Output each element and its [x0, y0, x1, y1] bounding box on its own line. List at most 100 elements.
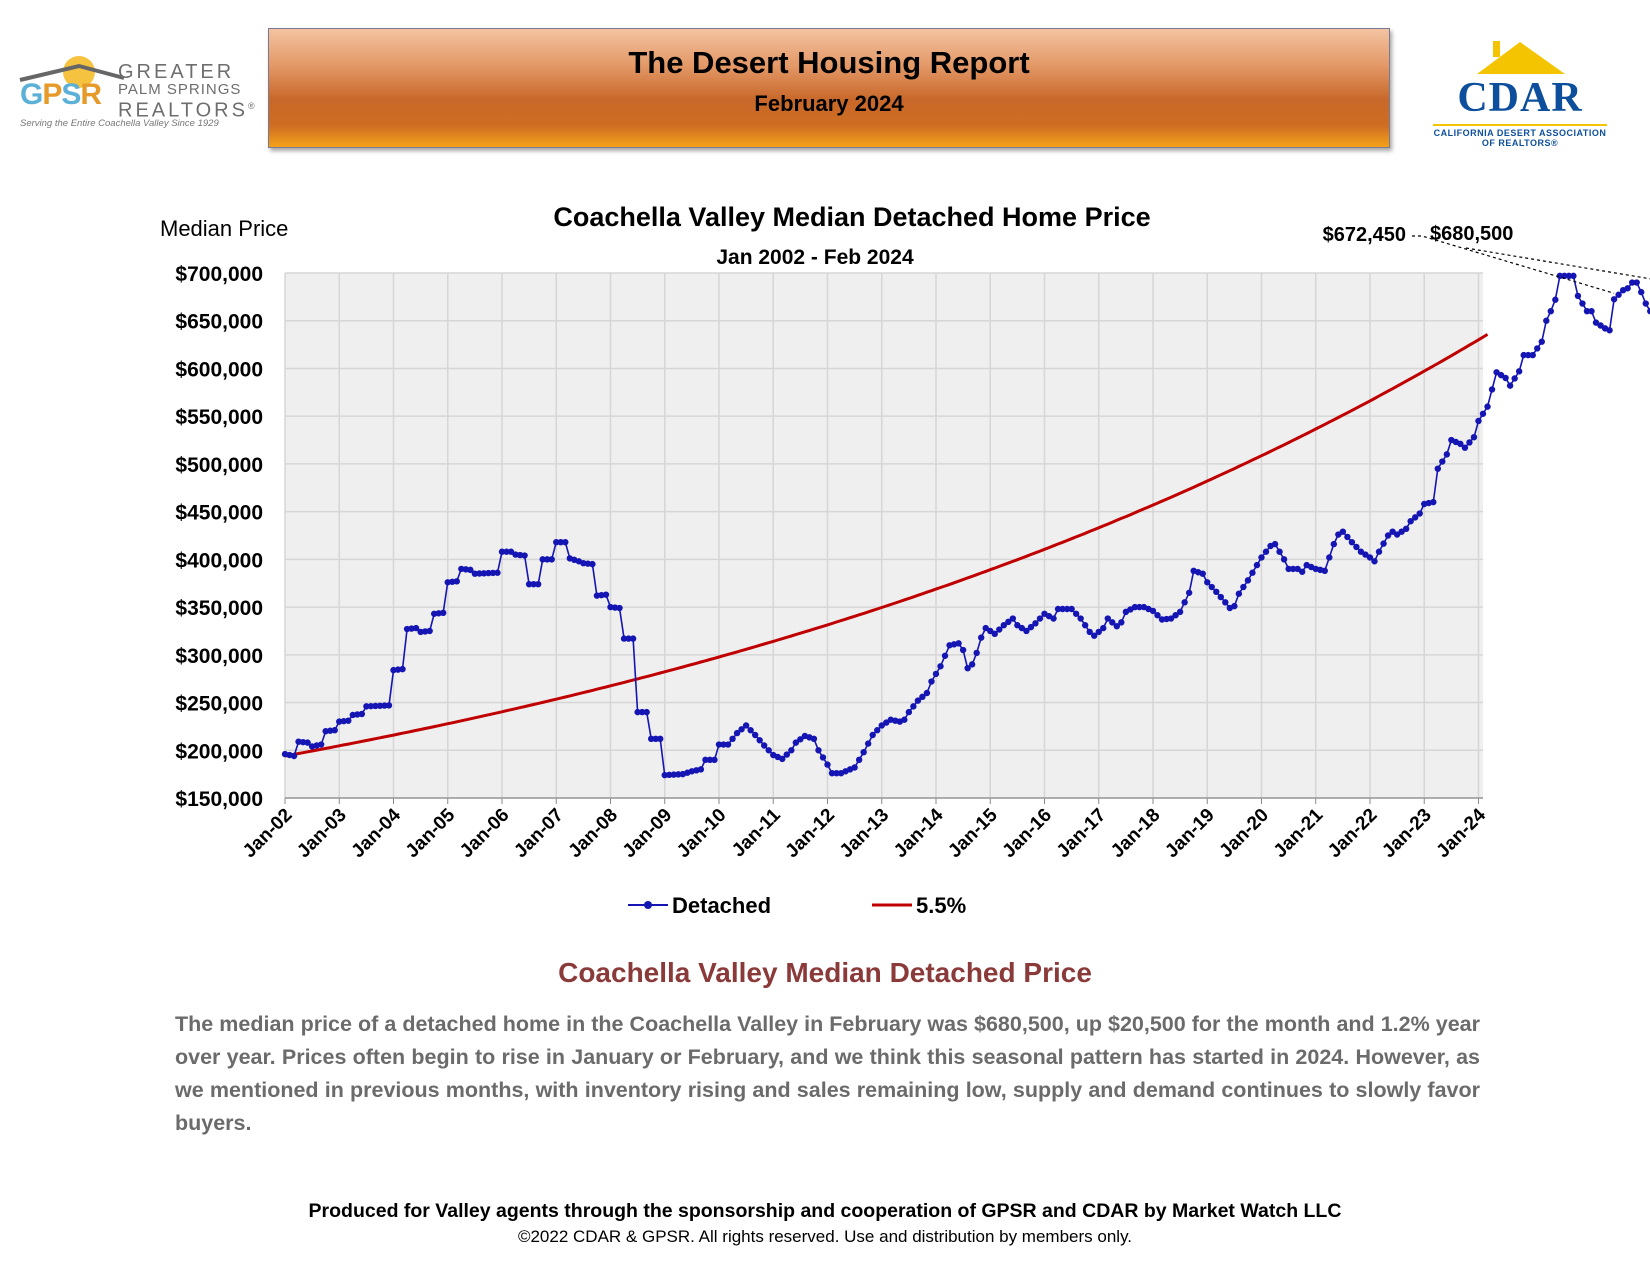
- detached-data-point: [1222, 599, 1229, 606]
- y-tick-label: $200,000: [175, 740, 263, 763]
- detached-data-point: [756, 737, 763, 744]
- detached-data-point: [1353, 543, 1360, 551]
- detached-data-point: [702, 756, 709, 764]
- detached-data-point: [1430, 498, 1437, 506]
- detached-data-point: [964, 664, 971, 672]
- detached-data-point: [742, 722, 750, 729]
- x-tick-label: Jan-03: [293, 805, 350, 862]
- detached-data-point: [643, 708, 650, 716]
- detached-data-point: [666, 771, 673, 779]
- detached-data-point: [498, 548, 506, 555]
- detached-data-point: [1543, 317, 1550, 324]
- detached-data-point: [1606, 327, 1613, 334]
- detached-data-point: [1321, 567, 1328, 575]
- gpsr-sun-roof-icon: [19, 56, 125, 88]
- detached-data-point: [968, 661, 976, 668]
- detached-data-point: [996, 626, 1003, 633]
- detached-data-point: [1262, 548, 1270, 555]
- detached-data-point: [1217, 593, 1224, 601]
- detached-data-point: [1289, 565, 1297, 573]
- detached-data-point: [973, 649, 980, 657]
- detached-data-point: [670, 771, 677, 778]
- detached-data-point: [1344, 533, 1351, 541]
- detached-data-point: [1113, 622, 1121, 630]
- detached-data-point: [661, 771, 668, 779]
- detached-data-point: [697, 766, 705, 773]
- y-tick-label: $450,000: [175, 502, 263, 525]
- detached-data-point: [476, 570, 483, 577]
- detached-data-point: [1371, 558, 1378, 565]
- y-tick-label: $600,000: [175, 358, 263, 381]
- detached-data-point: [1244, 577, 1252, 584]
- detached-data-point: [367, 702, 375, 710]
- y-tick-label: $250,000: [175, 693, 263, 716]
- gpsr-letter: S: [61, 78, 81, 111]
- detached-data-point: [1538, 338, 1545, 345]
- x-tick-label: Jan-14: [890, 804, 948, 862]
- gpsr-letter: P: [42, 78, 62, 111]
- detached-data-point: [919, 693, 926, 701]
- gpsr-name: GREATER PALM SPRINGS REALTORS®: [118, 61, 258, 121]
- trend-line-5-5-percent: [284, 333, 1489, 758]
- detached-data-point: [1000, 622, 1007, 629]
- detached-data-point: [706, 756, 714, 764]
- detached-data-point: [1642, 300, 1649, 307]
- annotation-leader-feb24: [1465, 247, 1650, 280]
- detached-data-point: [724, 741, 732, 748]
- detached-data-point: [620, 635, 628, 642]
- x-tick-label: Jan-02: [239, 805, 296, 862]
- chart-subtitle: Jan 2002 - Feb 2024: [716, 246, 914, 269]
- detached-data-point: [1176, 608, 1184, 616]
- detached-data-point: [1484, 403, 1491, 410]
- section-title: Coachella Valley Median Detached Price: [558, 957, 1092, 988]
- cdar-subtitle-line1: CALIFORNIA DESERT ASSOCIATION: [1433, 128, 1607, 138]
- detached-data-point: [1488, 386, 1496, 393]
- detached-data-point: [874, 727, 881, 734]
- detached-data-point: [1136, 603, 1143, 611]
- detached-data-point: [1443, 451, 1451, 458]
- detached-data-point: [1100, 624, 1107, 632]
- detached-data-point: [797, 736, 804, 743]
- detached-data-point: [864, 740, 872, 747]
- detached-data-point: [905, 708, 913, 716]
- gpsr-logo: GPSR GREATER PALM SPRINGS REALTORS® Serv…: [14, 52, 255, 132]
- gpsr-registered-mark: ®: [247, 101, 258, 111]
- y-tick-label: $300,000: [175, 645, 263, 668]
- cdar-subtitle: CALIFORNIA DESERT ASSOCIATION OF REALTOR…: [1425, 128, 1615, 148]
- detached-data-point: [489, 569, 497, 577]
- detached-data-point: [1470, 433, 1478, 441]
- report-subtitle: February 2024: [754, 91, 904, 116]
- detached-data-point: [467, 566, 474, 574]
- detached-data-point: [548, 556, 555, 563]
- y-tick-label: $150,000: [175, 788, 263, 811]
- detached-data-point: [1348, 538, 1356, 546]
- detached-data-point: [1095, 628, 1102, 636]
- detached-data-point: [557, 538, 564, 546]
- detached-data-point: [765, 747, 772, 754]
- detached-data-point: [453, 578, 460, 585]
- detached-data-point: [720, 741, 727, 748]
- detached-data-point: [1547, 307, 1555, 315]
- detached-data-point: [955, 640, 962, 647]
- cdar-letters: CDAR: [1457, 75, 1583, 121]
- detached-data-point: [1633, 279, 1640, 286]
- detached-data-point: [381, 702, 388, 709]
- detached-data-point: [932, 670, 940, 678]
- detached-data-point: [426, 627, 433, 635]
- detached-data-point: [358, 710, 366, 718]
- detached-data-point: [1063, 605, 1071, 613]
- detached-data-point: [530, 580, 537, 588]
- detached-data-point: [1109, 619, 1116, 626]
- gpsr-name-line1: GREATER: [118, 61, 235, 83]
- detached-data-point: [1131, 603, 1139, 611]
- detached-data-point: [290, 752, 298, 760]
- detached-data-point: [521, 552, 528, 559]
- detached-data-point: [1086, 628, 1093, 636]
- detached-data-point: [440, 609, 447, 617]
- detached-data-point: [1647, 307, 1650, 315]
- detached-data-point: [761, 742, 768, 749]
- detached-data-point: [1154, 612, 1161, 619]
- detached-data-point: [1258, 554, 1265, 561]
- detached-data-point: [1059, 605, 1066, 613]
- detached-data-point: [937, 663, 944, 670]
